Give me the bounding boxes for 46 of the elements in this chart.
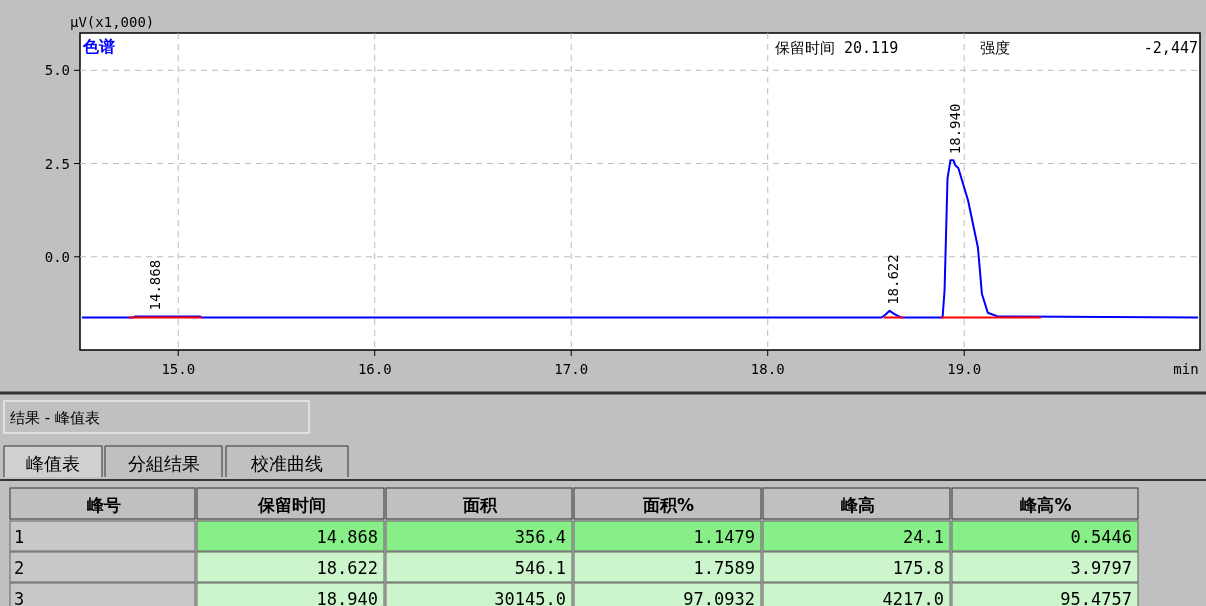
text: 3.9797 [1070, 558, 1132, 578]
text: 保留时间 [256, 495, 326, 515]
annotation: 强度 [980, 39, 1010, 57]
text: 0.5446 [1070, 527, 1132, 547]
text: 峰高 [840, 495, 875, 515]
annotation: 18.940 [947, 103, 964, 155]
y-axis-title: μV(x1,000) [70, 14, 155, 30]
text: 峰号 [86, 495, 121, 515]
text: 356.4 [514, 527, 566, 547]
x-tick-label: 15.0 [161, 361, 196, 377]
text: 4217.0 [882, 589, 944, 606]
text: 面积% [641, 495, 695, 515]
text: 1.7589 [693, 558, 755, 578]
text: 2 [14, 558, 25, 578]
line-series [80, 159, 1200, 319]
text: 24.1 [903, 527, 944, 547]
text: 97.0932 [683, 589, 755, 606]
text: 峰高% [1020, 495, 1072, 515]
text: 峰值表 [26, 453, 80, 474]
text: 校准曲线 [250, 453, 323, 474]
x-tick-label: 19.0 [947, 361, 982, 377]
x-tick-label: 17.0 [554, 361, 589, 377]
x-axis-title: min [1173, 361, 1199, 377]
y-tick-label: 5.0 [44, 62, 70, 79]
text: 18.940 [316, 589, 378, 606]
annotation: -2,447 [1143, 39, 1198, 57]
text: 分組结果 [127, 453, 200, 474]
annotation: 18.622 [884, 254, 901, 305]
text: 14.868 [316, 527, 378, 547]
y-tick-label: 0.0 [44, 248, 70, 265]
text: 175.8 [892, 558, 944, 578]
x-tick-label: 16.0 [357, 361, 392, 377]
text: 18.622 [316, 558, 378, 578]
text: 1.1479 [693, 527, 755, 547]
text: 546.1 [514, 558, 566, 578]
text: 结果 - 峰值表 [10, 409, 100, 427]
text: 面积 [462, 495, 498, 515]
text: 95.4757 [1060, 589, 1132, 606]
y-tick-label: 2.5 [44, 155, 70, 172]
x-tick-label: 18.0 [750, 361, 785, 377]
annotation: 色谱 [82, 37, 115, 56]
text: 30145.0 [494, 589, 566, 606]
text: 3 [14, 589, 25, 606]
annotation: 14.868 [147, 259, 164, 311]
text: 1 [14, 527, 25, 547]
annotation: 保留时间 20.119 [775, 39, 899, 57]
